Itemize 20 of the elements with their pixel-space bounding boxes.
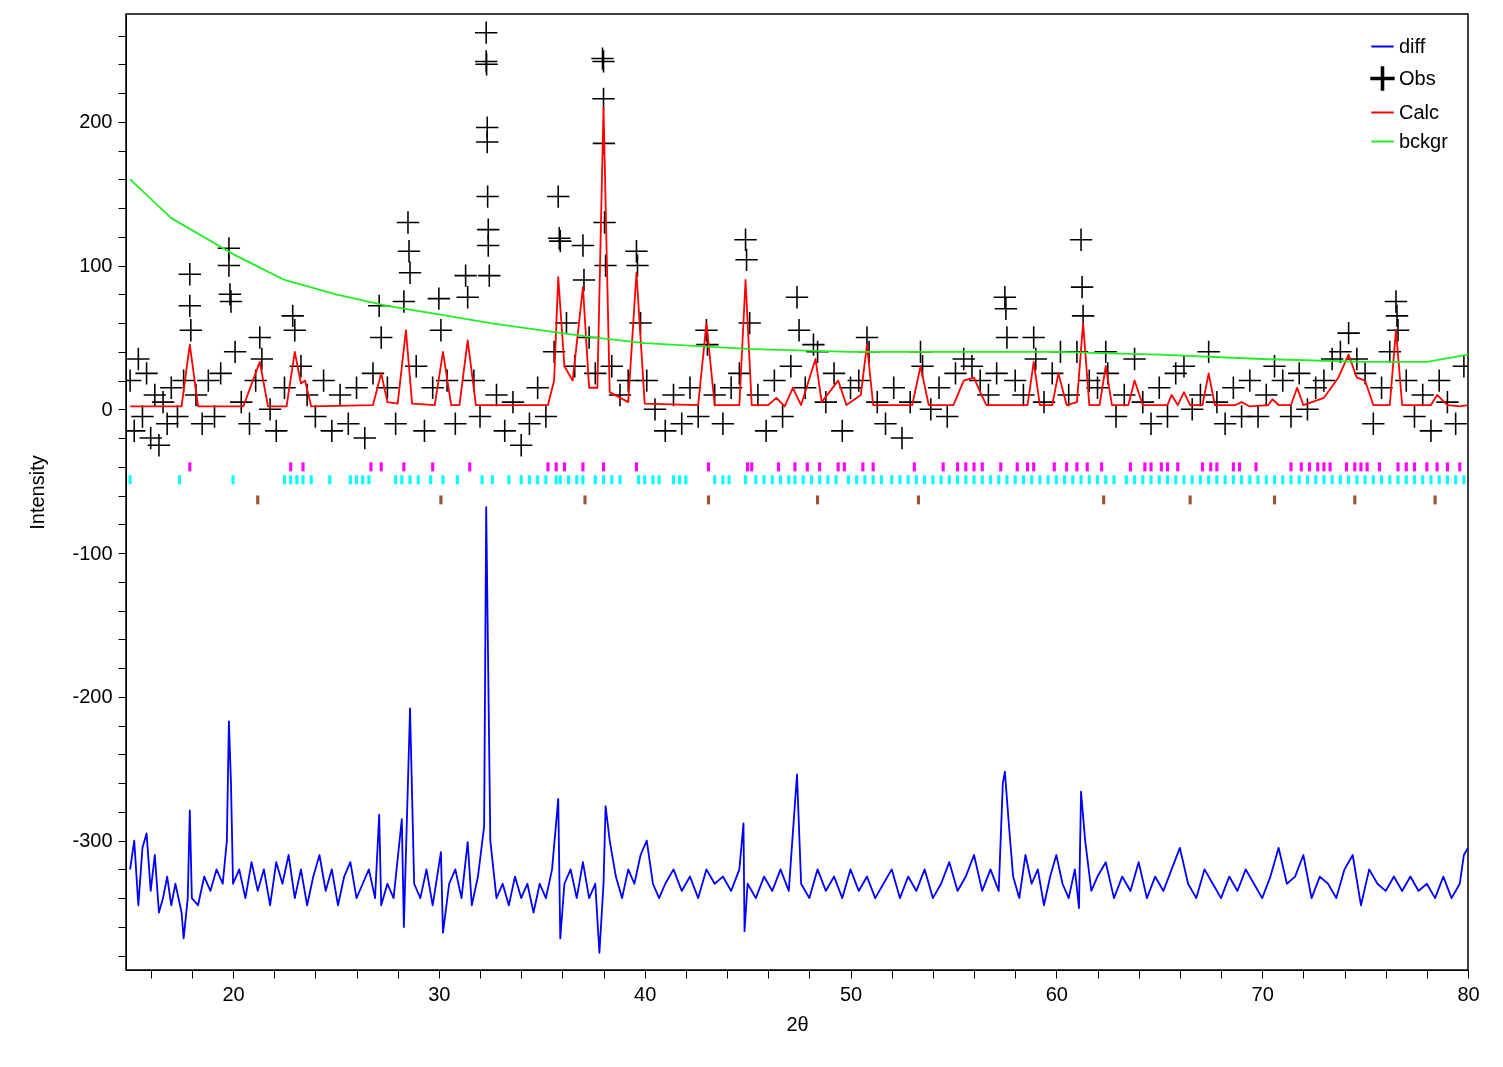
y-tick-label: -200 [72, 685, 113, 708]
y-axis-title: Intensity [26, 455, 49, 530]
line-series [129, 506, 1468, 954]
x-axis-title: 2θ [786, 1012, 809, 1035]
x-tick-label: 30 [428, 982, 451, 1005]
legend-label: Calc [1399, 100, 1440, 123]
y-tick-label: -300 [72, 829, 113, 852]
x-tick-label: 40 [634, 982, 657, 1005]
legend-label: diff [1399, 34, 1426, 57]
x-tick-label: 80 [1457, 982, 1480, 1005]
x-tick-label: 60 [1045, 982, 1068, 1005]
y-tick-label: -100 [72, 541, 113, 564]
x-tick-label: 50 [839, 982, 863, 1005]
y-tick-label: 200 [79, 110, 113, 133]
y-tick-label: 0 [101, 397, 113, 420]
x-tick-label: 20 [222, 982, 245, 1005]
legend-label: Obs [1399, 66, 1436, 89]
legend-label: bckgr [1399, 129, 1449, 152]
y-tick-label: 100 [79, 254, 113, 277]
x-tick-label: 70 [1251, 982, 1274, 1005]
